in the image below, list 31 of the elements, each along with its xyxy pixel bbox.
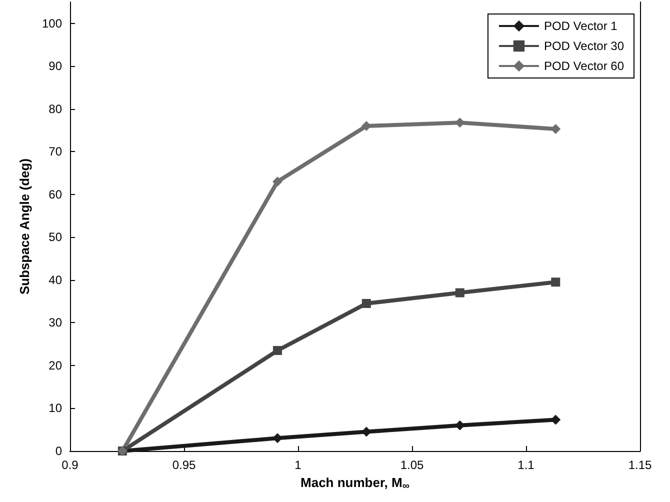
y-axis-title: Subspace Angle (deg) <box>17 158 32 295</box>
y-tick-label: 80 <box>48 102 62 116</box>
x-axis-title: Mach number, M∞ <box>300 474 410 492</box>
point <box>361 121 372 132</box>
point <box>550 414 561 425</box>
y-tick-label: 60 <box>48 187 62 202</box>
y-tick-label: 50 <box>48 230 62 244</box>
point <box>550 124 561 134</box>
y-tick-label: 90 <box>48 59 62 74</box>
x-tick-label: 1.05 <box>400 458 424 472</box>
y-tick-label: 10 <box>48 401 62 416</box>
point <box>362 298 371 308</box>
y-tick-label: 0 <box>55 444 62 458</box>
x-tick-label: 0.9 <box>62 458 79 472</box>
x-tick-label: 1.1 <box>518 458 535 472</box>
legend-label: POD Vector 30 <box>544 39 624 53</box>
legend-label: POD Vector 1 <box>544 19 618 33</box>
y-tick-label: 30 <box>48 316 62 330</box>
legend-label: POD Vector 60 <box>544 59 624 73</box>
point <box>551 278 560 287</box>
point <box>454 420 465 430</box>
point <box>455 288 464 298</box>
y-tick-label: 100 <box>42 16 62 30</box>
x-tick-label: 1 <box>294 458 302 472</box>
point <box>272 346 282 356</box>
point <box>272 176 282 187</box>
y-tick-label: 40 <box>48 272 62 287</box>
y-tick-label: 70 <box>48 144 62 159</box>
x-tick-label: 0.95 <box>172 458 196 472</box>
y-tick-label: 20 <box>48 358 62 372</box>
x-tick-label: 1.15 <box>628 458 652 472</box>
